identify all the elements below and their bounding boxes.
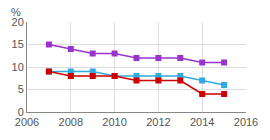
svg-text:20: 20	[12, 16, 24, 28]
svg-text:15: 15	[12, 38, 24, 50]
svg-text:2008: 2008	[59, 116, 83, 128]
svg-text:5: 5	[18, 83, 24, 95]
svg-text:2014: 2014	[190, 116, 214, 128]
svg-text:2006: 2006	[15, 116, 39, 128]
svg-text:2012: 2012	[146, 116, 170, 128]
svg-text:%: %	[11, 6, 21, 18]
svg-text:2016: 2016	[234, 116, 258, 128]
svg-text:2010: 2010	[102, 116, 126, 128]
svg-text:0: 0	[18, 106, 24, 118]
svg-text:10: 10	[12, 61, 24, 73]
